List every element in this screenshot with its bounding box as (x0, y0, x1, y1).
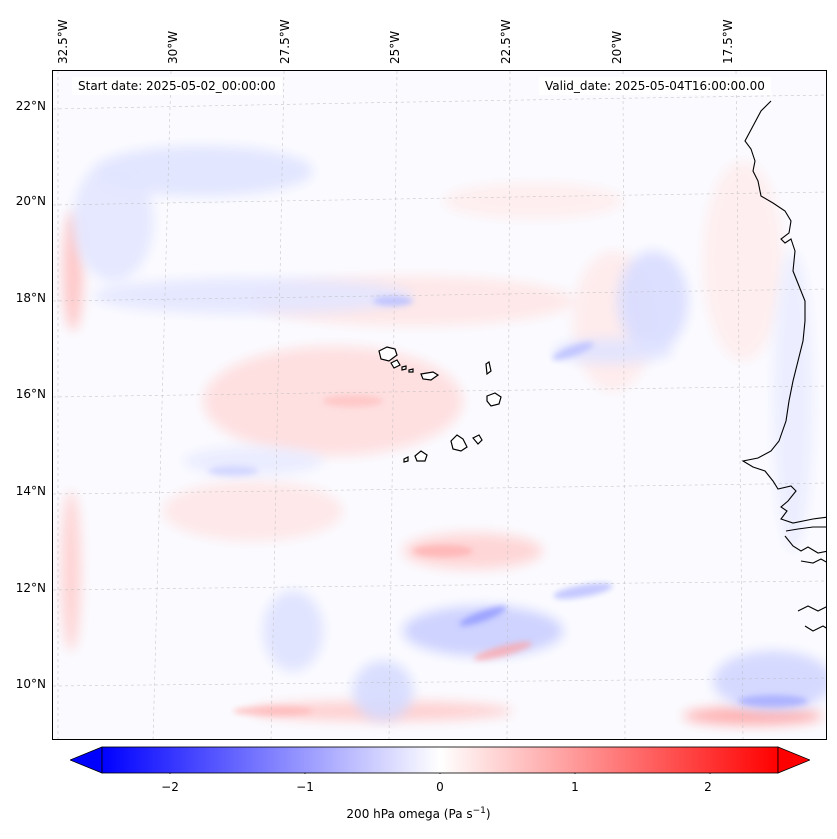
negative-omega-regions (73, 146, 826, 721)
lon-label-20w: 20°W (610, 30, 624, 64)
colorbar-tick-0: 0 (436, 780, 444, 794)
start-date-label: Start date: 2025-05-02_00:00:00 (72, 77, 282, 95)
lat-label-16n: 16°N (15, 387, 46, 401)
colorbar-tick-neg1: −1 (296, 780, 314, 794)
colorbar-gradient (70, 746, 810, 774)
coastline (741, 100, 826, 632)
lat-label-10n: 10°N (15, 677, 46, 691)
valid-date-label: Valid_date: 2025-05-04T16:00:00.00 (539, 77, 771, 95)
colorbar-title-main: 200 hPa omega (Pa s (346, 807, 473, 821)
lat-label-18n: 18°N (15, 291, 46, 305)
colorbar-tick-1: 1 (571, 780, 579, 794)
colorbar-tick-2: 2 (704, 780, 712, 794)
lat-label-20n: 20°N (15, 194, 46, 208)
colorbar-title: 200 hPa omega (Pa s−1) (0, 806, 837, 821)
lon-label-25w: 25°W (388, 30, 402, 64)
gridlines (53, 71, 826, 739)
colorbar-title-end: ) (485, 807, 491, 821)
lon-label-30w: 30°W (166, 30, 180, 64)
lat-label-14n: 14°N (15, 484, 46, 498)
colorbar-tick-neg2: −2 (161, 780, 179, 794)
lat-label-12n: 12°N (15, 581, 46, 595)
colorbar (70, 746, 810, 774)
fine-omega-features (208, 296, 808, 716)
lon-label-17-5w: 17.5°W (721, 19, 735, 64)
lat-label-22n: 22°N (15, 99, 46, 113)
omega-field-map (53, 71, 826, 739)
lon-label-27-5w: 27.5°W (278, 19, 292, 64)
cape-verde-islands (378, 346, 502, 463)
map-panel[interactable] (52, 70, 827, 740)
lon-label-32-5w: 32.5°W (56, 19, 70, 64)
colorbar-title-exponent: −1 (472, 806, 486, 816)
lon-label-22-5w: 22.5°W (499, 19, 513, 64)
